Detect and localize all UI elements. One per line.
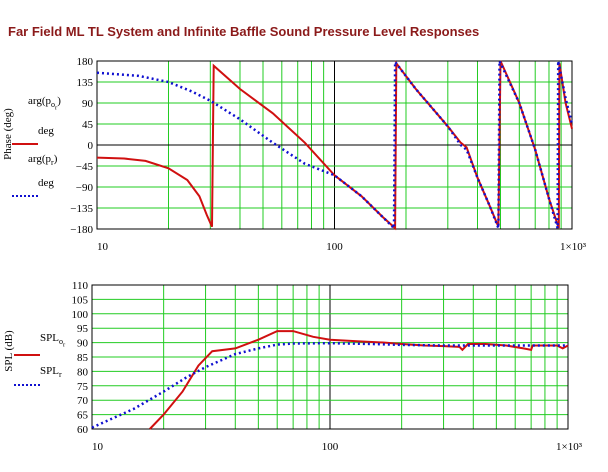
top-ytick-label: 135 [77,77,94,89]
top-legend-2-label: arg(pr) [28,153,58,168]
top-legend-1-label: arg(por) [28,95,61,112]
top-series-2-line [96,58,574,232]
top-xtick-label: 1×10³ [560,241,587,253]
top-ytick-label: 0 [88,140,94,152]
bottom-legend-2-line [14,384,40,386]
bottom-legend-2-label: SPLr [40,365,62,380]
bottom-ytick-label: 65 [77,410,89,422]
bottom-ytick-label: 110 [72,280,89,292]
bottom-ytick-label: 60 [77,424,89,436]
bottom-ytick-label: 95 [77,323,89,335]
top-legend-1-deg: deg [38,125,54,137]
top-legend-1-line [12,143,38,145]
page-title: Far Field ML TL System and Infinite Baff… [8,24,480,39]
bottom-ytick-label: 80 [77,366,89,378]
top-ytick-label: −90 [76,182,94,194]
bottom-ytick-label: 70 [77,395,89,407]
bottom-xtick-label: 1×10³ [556,441,583,453]
bottom-ytick-label: 100 [72,309,89,321]
top-legend-2-deg: deg [38,177,54,189]
top-legend-2-line [12,195,38,197]
top-ytick-label: −180 [70,224,93,236]
top-xtick-label: 10 [97,241,109,253]
bottom-legend-1-label: SPLor [40,332,66,349]
top-ytick-label: −45 [76,161,94,173]
bottom-ytick-label: 105 [72,294,89,306]
bottom-ytick-label: 85 [77,352,89,364]
bottom-plot-frame [91,284,569,430]
top-ytick-label: −135 [70,203,93,215]
bottom-ytick-label: 90 [77,338,89,350]
bottom-ytick-label: 75 [77,381,89,393]
bottom-xtick-label: 100 [322,441,339,453]
top-plot-frame [96,60,573,230]
top-ytick-label: 45 [82,119,94,131]
bottom-legend-1-line [14,354,40,356]
top-ytick-label: 90 [82,98,94,110]
bottom-xtick-label: 10 [92,441,104,453]
top-xtick-label: 100 [326,241,343,253]
top-ytick-label: 180 [77,56,94,68]
